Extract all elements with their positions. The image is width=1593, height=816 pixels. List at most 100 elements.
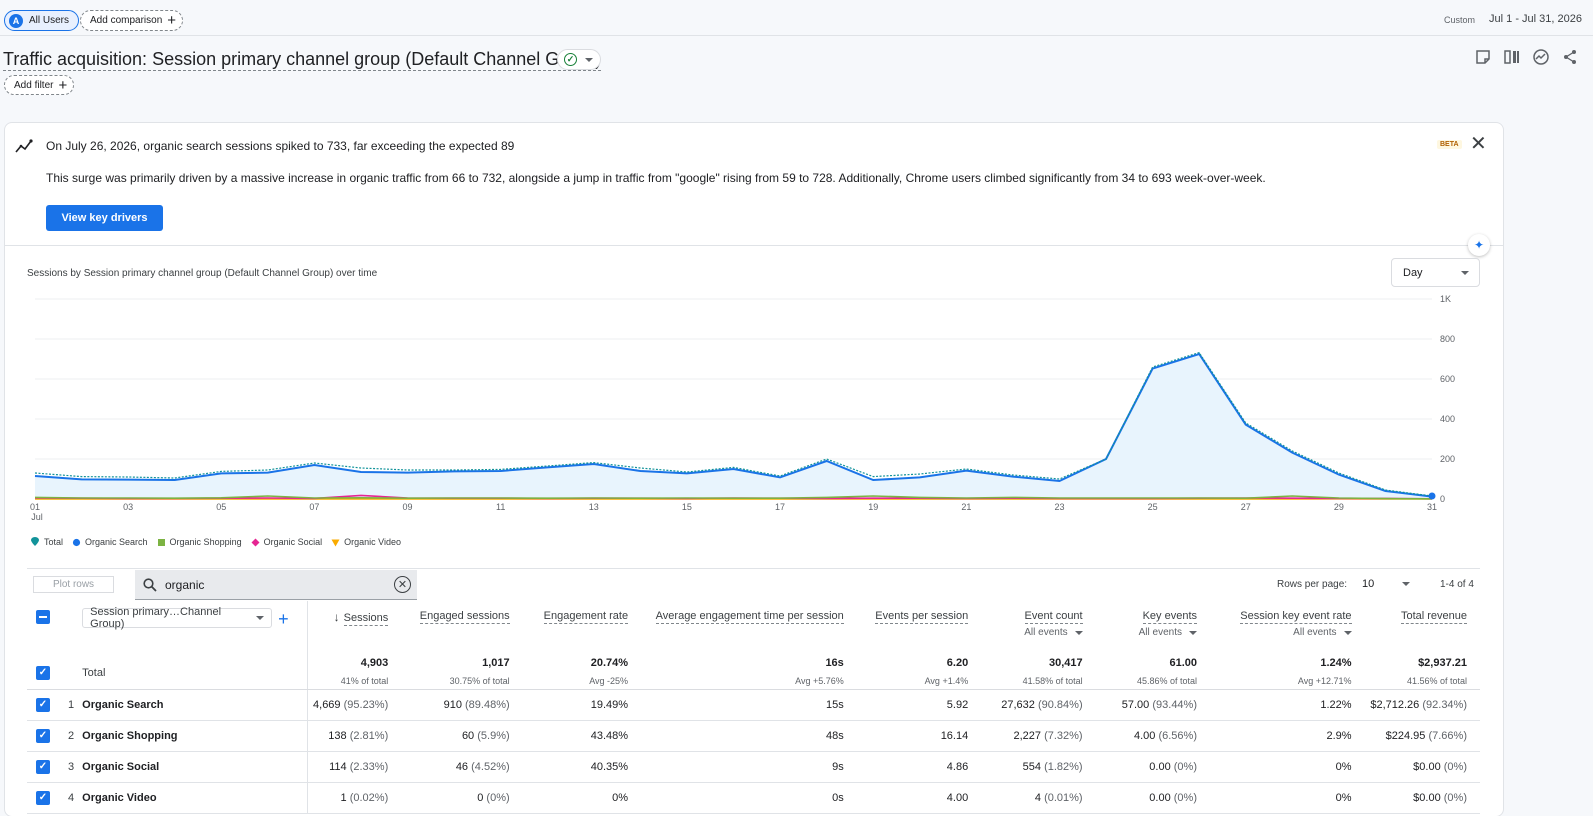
cell-sessions: 138 (2.81%) xyxy=(307,720,402,752)
column-header-events-per-session[interactable]: Events per session xyxy=(875,610,969,624)
edit-report-icon[interactable] xyxy=(1474,48,1492,66)
date-range-picker[interactable]: Jul 1 - Jul 31, 2026 xyxy=(1489,13,1582,25)
chevron-down-icon xyxy=(1074,630,1083,635)
legend-item[interactable]: Total xyxy=(30,537,63,547)
y-tick-label: 600 xyxy=(1440,374,1455,384)
plus-icon: + xyxy=(167,12,177,29)
x-tick-label: 03 xyxy=(123,502,133,512)
cell-avg-engagement-time: 0s xyxy=(641,782,857,814)
column-header-event-count[interactable]: Event count All events xyxy=(1024,610,1083,638)
chevron-down-icon xyxy=(1343,630,1352,635)
table-row[interactable]: ✓ 2 Organic Shopping 138 (2.81%) 60 (5.9%) 43… xyxy=(27,720,1480,752)
sessions-line-chart: 1K 800 600 400 200 0 01 03 05 07 09 11 13 15 17 19 21 23 2… xyxy=(30,294,1455,522)
segment-chip-all-users[interactable]: A All Users xyxy=(4,10,80,31)
cell-total-revenue: $224.95 (7.66%) xyxy=(1364,720,1480,752)
column-header-session-key-event-rate[interactable]: Session key event rate All events xyxy=(1240,610,1352,638)
total-engaged-sessions: 1,017 30.75% of total xyxy=(401,654,523,690)
granularity-select[interactable]: Day xyxy=(1391,258,1480,287)
table-row[interactable]: ✓ 1 Organic Search 4,669 (95.23%) 910 (89.48… xyxy=(27,689,1480,721)
table-row[interactable]: ✓ 3 Organic Social 114 (2.33%) 46 (4.52%) 40.… xyxy=(27,751,1480,783)
insight-description: This surge was primarily driven by a mas… xyxy=(46,171,1266,185)
legend-item[interactable]: Organic Video xyxy=(331,537,401,547)
x-tick-label: 23 xyxy=(1054,502,1064,512)
compare-columns-icon[interactable] xyxy=(1503,48,1521,66)
dimension-select[interactable]: Session primary…Channel Group) xyxy=(82,606,273,630)
total-key-events: 61.00 45.86% of total xyxy=(1095,654,1210,690)
column-header-key-events[interactable]: Key events All events xyxy=(1138,610,1197,638)
column-header-engagement-rate[interactable]: Engagement rate xyxy=(543,610,629,624)
segment-label: All Users xyxy=(29,15,70,26)
clear-search-icon[interactable]: ✕ xyxy=(394,576,411,593)
column-header-sessions[interactable]: ↓ Sessions xyxy=(333,610,389,626)
row-channel-name[interactable]: Organic Video xyxy=(82,782,309,814)
table-row[interactable]: ✓ 4 Organic Video 1 (0.02%) 0 (0%) 0% 0s 4.00 4 … xyxy=(27,782,1480,814)
table-total-row: ✓ Total 4,903 41% of total 1,017 30.75% of … xyxy=(27,654,1480,690)
column-header-avg-engagement-time[interactable]: Average engagement time per session xyxy=(655,610,844,624)
table-divider xyxy=(27,568,1480,569)
x-tick-label: 29 xyxy=(1334,502,1344,512)
series-line-organic-search xyxy=(34,352,1433,498)
view-key-drivers-button[interactable]: View key drivers xyxy=(46,205,163,231)
select-all-checkbox[interactable] xyxy=(36,610,50,624)
cell-engagement-rate: 19.49% xyxy=(522,689,642,721)
row-channel-name[interactable]: Organic Shopping xyxy=(82,720,309,752)
column-header-total-revenue[interactable]: Total revenue xyxy=(1400,610,1467,624)
legend-marker-icon xyxy=(251,538,260,547)
legend-item[interactable]: Organic Shopping xyxy=(157,537,242,547)
legend-item[interactable]: Organic Search xyxy=(72,537,148,547)
legend-marker-icon xyxy=(72,538,81,547)
event-filter-select[interactable]: All events xyxy=(1293,627,1352,638)
insights-icon[interactable] xyxy=(1532,48,1550,66)
x-tick-label: 11 xyxy=(496,502,505,512)
chevron-down-icon xyxy=(1402,582,1410,586)
beta-badge: BETA xyxy=(1437,140,1462,149)
close-icon[interactable]: ✕ xyxy=(1470,133,1487,155)
total-label: Total xyxy=(82,654,309,690)
event-filter-select[interactable]: All events xyxy=(1024,627,1083,638)
cell-key-events: 57.00 (93.44%) xyxy=(1095,689,1210,721)
sparkle-search-icon[interactable]: ✦ xyxy=(1468,234,1490,256)
cell-engaged-sessions: 46 (4.52%) xyxy=(401,751,523,783)
insight-title: On July 26, 2026, organic search session… xyxy=(46,139,515,153)
row-checkbox[interactable]: ✓ xyxy=(36,759,50,774)
x-tick-label: 01 xyxy=(30,502,40,512)
total-events-per-session: 6.20 Avg +1.4% xyxy=(856,654,982,690)
cell-sessions: 114 (2.33%) xyxy=(307,751,402,783)
chevron-down-icon xyxy=(1461,270,1469,275)
cell-avg-engagement-time: 48s xyxy=(641,720,857,752)
event-filter-select[interactable]: All events xyxy=(1139,627,1197,638)
row-checkbox[interactable]: ✓ xyxy=(36,728,50,743)
x-tick-label: 09 xyxy=(403,502,413,512)
search-input[interactable] xyxy=(165,577,394,592)
row-channel-name[interactable]: Organic Social xyxy=(82,751,309,783)
add-comparison-label: Add comparison xyxy=(90,15,163,26)
cell-engaged-sessions: 0 (0%) xyxy=(401,782,523,814)
add-filter-button[interactable]: Add filter + xyxy=(4,75,75,95)
series-end-point xyxy=(1428,492,1436,500)
row-channel-name[interactable]: Organic Search xyxy=(82,689,309,721)
row-checkbox[interactable]: ✓ xyxy=(36,790,50,805)
cell-key-events: 0.00 (0%) xyxy=(1095,751,1210,783)
cell-event-count: 2,227 (7.32%) xyxy=(981,720,1096,752)
chevron-down-icon xyxy=(585,57,593,62)
add-filter-label: Add filter xyxy=(14,79,54,91)
series-line-organic-shopping xyxy=(34,495,1433,500)
total-checkbox[interactable]: ✓ xyxy=(36,665,50,680)
x-tick-label: 21 xyxy=(961,502,971,512)
chart-legend: Total Organic Search Organic Shopping Organ… xyxy=(30,537,410,547)
report-status-dropdown[interactable]: ✓ xyxy=(557,49,601,70)
add-dimension-icon[interactable]: + xyxy=(278,609,289,629)
legend-item[interactable]: Organic Social xyxy=(251,537,322,547)
rows-per-page-select[interactable]: 10 xyxy=(1362,575,1410,593)
cell-key-events: 0.00 (0%) xyxy=(1095,782,1210,814)
total-session-key-event-rate: 1.24% Avg +12.71% xyxy=(1210,654,1365,690)
column-header-engaged-sessions[interactable]: Engaged sessions xyxy=(419,610,510,624)
cell-session-key-event-rate: 2.9% xyxy=(1210,720,1365,752)
add-comparison-button[interactable]: Add comparison + xyxy=(80,10,184,31)
report-title[interactable]: Traffic acquisition: Session primary cha… xyxy=(3,49,602,71)
cell-engaged-sessions: 60 (5.9%) xyxy=(401,720,523,752)
share-icon[interactable] xyxy=(1561,48,1579,66)
row-checkbox[interactable]: ✓ xyxy=(36,697,50,712)
table-search: ✕ xyxy=(135,570,417,600)
plot-rows-button[interactable]: Plot rows xyxy=(33,576,114,593)
